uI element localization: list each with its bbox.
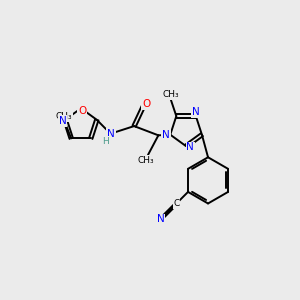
Text: CH₃: CH₃	[162, 90, 179, 99]
Text: O: O	[78, 106, 86, 116]
Text: CH₃: CH₃	[137, 155, 154, 164]
Text: H: H	[103, 137, 109, 146]
Text: N: N	[162, 130, 170, 140]
Text: CH₃: CH₃	[56, 112, 73, 122]
Text: N: N	[157, 214, 164, 224]
Text: N: N	[192, 107, 200, 117]
Text: O: O	[142, 99, 150, 109]
Text: N: N	[107, 129, 115, 139]
Text: C: C	[173, 199, 180, 208]
Text: N: N	[186, 142, 194, 152]
Text: N: N	[58, 116, 66, 126]
